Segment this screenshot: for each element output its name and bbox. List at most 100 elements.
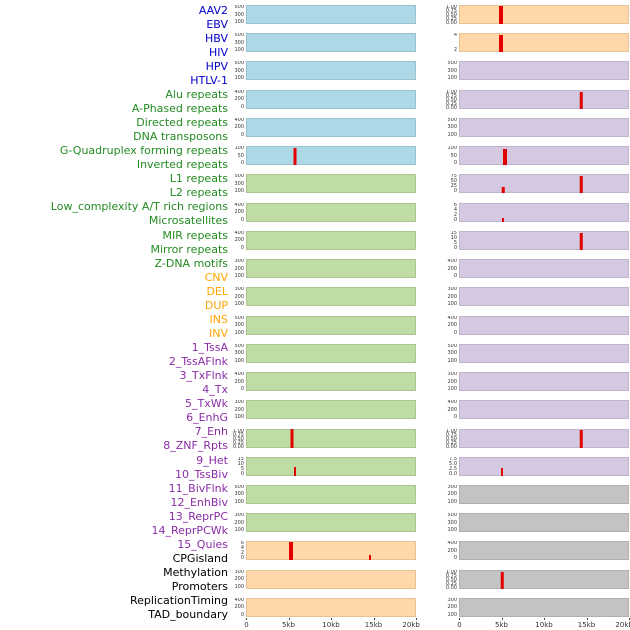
- y-axis-tad-boundary: 300 200 100: [443, 598, 459, 617]
- track-row-a-phased-repeats: 400 200 0: [230, 202, 416, 222]
- x-tick-label: 0: [244, 621, 249, 629]
- track-row-13-reprpc: 400 200 0: [443, 400, 629, 420]
- track-row-9-het: 300 200 100: [443, 287, 629, 307]
- track-label-13-reprpc: 13_ReprPC: [168, 509, 228, 523]
- peak-spike: [580, 91, 583, 109]
- y-tick-label: 400: [234, 597, 244, 603]
- track-plot-low-complexity-a-t-rich-regions: [246, 400, 416, 420]
- y-tick-label: 10: [450, 234, 457, 241]
- y-tick-label: 15: [450, 230, 457, 236]
- track-stack: 500 300 100 500 300 100 500 300 100 400 200 0 400 200…: [230, 5, 416, 617]
- track-label-15-quies: 15_Quies: [177, 537, 228, 551]
- track-row-1-tssa: 500 300 100: [443, 61, 629, 81]
- y-tick-label: 1.00: [445, 5, 457, 10]
- y-tick-label: 0.75: [445, 431, 457, 438]
- x-tick-mark: [331, 618, 332, 620]
- y-tick-label: 300: [447, 484, 457, 490]
- peak-spike: [290, 429, 294, 448]
- x-tick-mark: [459, 618, 460, 620]
- peak-spike: [501, 186, 505, 194]
- track-label-microsatellites: Microsatellites: [148, 214, 228, 228]
- y-tick-label: 0.00: [445, 20, 457, 25]
- peak-spike: [580, 176, 583, 194]
- track-row-l2-repeats: 400 200 0: [230, 372, 416, 392]
- y-tick-label: 0.00: [445, 443, 457, 448]
- y-axis-cpgisland: 300 200 100: [443, 485, 459, 504]
- track-label-6-enhg: 6_EnhG: [186, 411, 228, 425]
- track-row-hbv: 500 300 100: [230, 61, 416, 81]
- y-tick-label: 5.0: [449, 460, 457, 467]
- y-tick-label: 100: [234, 188, 244, 194]
- y-tick-label: 400: [234, 89, 244, 95]
- y-axis-hpv: 400 200 0: [230, 118, 246, 137]
- x-tick-mark: [288, 618, 290, 620]
- y-axis-10-tssbiv: 400 200 0: [443, 316, 459, 335]
- peak-spike: [294, 467, 297, 476]
- track-plot-alu-repeats: [246, 174, 416, 194]
- track-label-directed-repeats: Directed repeats: [136, 116, 228, 130]
- track-plot-7-enh: [459, 230, 629, 250]
- y-axis-12-enhbiv: 300 200 100: [443, 372, 459, 391]
- peak-spike: [289, 542, 294, 561]
- y-tick-label: 100: [234, 329, 244, 335]
- y-axis-13-reprpc: 400 200 0: [443, 400, 459, 419]
- track-plot-15-quies: [459, 456, 629, 476]
- x-tick-label: 5kb: [282, 621, 295, 629]
- track-plot-mir-repeats: [246, 456, 416, 476]
- track-label-l1-repeats: L1 repeats: [169, 172, 228, 186]
- y-tick-label: 300: [447, 124, 457, 131]
- track-label-dup: DUP: [204, 298, 228, 312]
- y-tick-label: 200: [234, 124, 244, 131]
- track-label-cnv: CNV: [204, 270, 228, 284]
- y-tick-label: 300: [234, 67, 244, 74]
- y-tick-label: 100: [447, 146, 457, 152]
- track-plot-hiv: [246, 89, 416, 109]
- y-tick-label: 300: [234, 569, 244, 575]
- y-tick-label: 100: [234, 273, 244, 279]
- y-tick-label: 400: [234, 202, 244, 208]
- track-label-tad-boundary: TAD_boundary: [148, 608, 228, 622]
- peak-spike: [501, 468, 504, 476]
- y-tick-label: 500: [447, 513, 457, 519]
- y-tick-label: 400: [234, 372, 244, 378]
- track-label-14-reprpcwk: 14_ReprPCWk: [151, 523, 228, 537]
- track-plot-hpv: [246, 117, 416, 137]
- y-tick-label: 2: [240, 550, 244, 557]
- y-tick-label: 100: [234, 47, 244, 53]
- y-tick-label: 100: [234, 75, 244, 81]
- y-axis-a-phased-repeats: 400 200 0: [230, 203, 246, 222]
- track-row-hpv: 400 200 0: [230, 117, 416, 137]
- y-tick-label: 500: [234, 484, 244, 490]
- track-plot-ins: [459, 5, 629, 24]
- y-axis-methylation: 500 300 100: [443, 513, 459, 532]
- x-tick-label: 20kb: [402, 621, 420, 629]
- y-tick-label: 200: [447, 604, 457, 611]
- track-label-mir-repeats: MIR repeats: [162, 228, 228, 242]
- track-row-hiv: 400 200 0: [230, 89, 416, 109]
- y-tick-label: 0: [240, 555, 244, 561]
- track-row-mirror-repeats: 500 300 100: [230, 484, 416, 504]
- y-tick-label: 300: [447, 67, 457, 74]
- y-tick-label: 200: [447, 265, 457, 272]
- y-tick-label: 0.75: [445, 92, 457, 99]
- track-row-12-enhbiv: 300 200 100: [443, 372, 629, 392]
- track-label-5-txwk: 5_TxWk: [185, 397, 228, 411]
- y-tick-label: 500: [234, 343, 244, 349]
- track-plot-dna-transposons: [246, 259, 416, 279]
- y-axis-aav2: 500 300 100: [230, 5, 246, 24]
- y-axis-mir-repeats: 15 10 5 0: [230, 457, 246, 476]
- track-row-directed-repeats: 400 200 0: [230, 230, 416, 250]
- y-tick-label: 0: [240, 160, 244, 166]
- track-plot-l2-repeats: [246, 372, 416, 392]
- y-tick-label: 0.00: [445, 584, 457, 589]
- y-tick-label: 200: [234, 96, 244, 103]
- track-label-promoters: Promoters: [171, 580, 228, 594]
- y-tick-label: 400: [447, 315, 457, 321]
- track-label-mirror-repeats: Mirror repeats: [150, 242, 229, 256]
- y-tick-label: 100: [447, 75, 457, 81]
- y-tick-label: 200: [447, 322, 457, 329]
